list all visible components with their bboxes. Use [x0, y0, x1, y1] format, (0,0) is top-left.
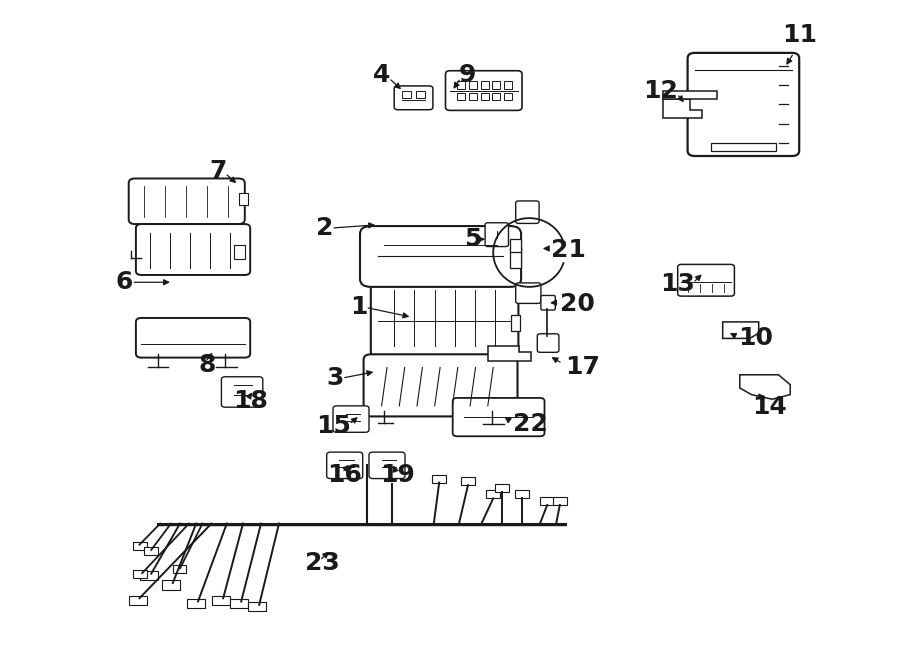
Bar: [481, 93, 489, 100]
Text: 10: 10: [738, 327, 773, 350]
Bar: [504, 81, 512, 89]
Text: 21: 21: [551, 238, 586, 262]
Text: 9: 9: [459, 63, 476, 87]
Bar: [129, 596, 147, 605]
FancyBboxPatch shape: [364, 354, 518, 416]
FancyBboxPatch shape: [371, 279, 518, 357]
Bar: [495, 484, 509, 492]
Text: 16: 16: [328, 463, 362, 486]
FancyBboxPatch shape: [333, 406, 369, 432]
Bar: [133, 570, 147, 578]
FancyBboxPatch shape: [537, 334, 559, 352]
Bar: [432, 475, 446, 483]
Polygon shape: [663, 91, 717, 99]
FancyBboxPatch shape: [129, 178, 245, 224]
Bar: [492, 81, 500, 89]
Bar: [492, 93, 500, 100]
FancyBboxPatch shape: [516, 201, 539, 223]
Bar: [511, 315, 520, 331]
Text: 6: 6: [116, 270, 133, 294]
Polygon shape: [723, 322, 759, 338]
Text: 14: 14: [752, 395, 787, 418]
Text: 18: 18: [233, 389, 267, 413]
Text: 3: 3: [327, 366, 344, 390]
Bar: [481, 81, 489, 89]
Text: 2: 2: [316, 216, 333, 240]
Bar: [457, 81, 465, 89]
Text: 23: 23: [305, 551, 339, 575]
Bar: [711, 143, 776, 151]
Bar: [461, 477, 475, 485]
Text: 15: 15: [316, 414, 351, 438]
Bar: [486, 490, 500, 498]
Text: 12: 12: [643, 79, 678, 103]
FancyBboxPatch shape: [485, 223, 508, 247]
Bar: [230, 599, 248, 608]
Bar: [540, 497, 554, 505]
Bar: [457, 93, 465, 100]
Bar: [469, 81, 477, 89]
Bar: [162, 580, 180, 590]
FancyBboxPatch shape: [136, 224, 250, 275]
Text: 7: 7: [209, 159, 227, 182]
Bar: [238, 193, 248, 205]
Polygon shape: [488, 346, 531, 361]
FancyBboxPatch shape: [446, 71, 522, 110]
Bar: [510, 248, 521, 268]
Text: 8: 8: [198, 353, 216, 377]
Bar: [248, 602, 266, 611]
Bar: [212, 596, 230, 605]
Text: 13: 13: [660, 272, 695, 296]
Text: 22: 22: [513, 412, 548, 436]
Bar: [173, 565, 186, 573]
Bar: [402, 91, 411, 98]
FancyBboxPatch shape: [221, 377, 263, 407]
Bar: [187, 599, 205, 608]
Bar: [515, 490, 529, 498]
FancyBboxPatch shape: [327, 452, 363, 479]
Bar: [504, 93, 512, 100]
Text: 5: 5: [464, 227, 482, 251]
Polygon shape: [740, 375, 790, 399]
Bar: [469, 93, 477, 100]
FancyBboxPatch shape: [360, 226, 521, 287]
Bar: [416, 91, 425, 98]
FancyBboxPatch shape: [453, 398, 544, 436]
Text: 4: 4: [374, 63, 391, 87]
FancyBboxPatch shape: [136, 318, 250, 358]
FancyBboxPatch shape: [688, 53, 799, 156]
FancyBboxPatch shape: [516, 283, 541, 303]
FancyBboxPatch shape: [394, 86, 433, 110]
Text: 1: 1: [350, 295, 367, 319]
Text: 17: 17: [565, 355, 600, 379]
Polygon shape: [663, 99, 702, 118]
FancyBboxPatch shape: [369, 452, 405, 479]
Bar: [234, 245, 245, 259]
FancyBboxPatch shape: [541, 295, 555, 310]
Bar: [510, 239, 521, 252]
Text: 19: 19: [381, 463, 415, 486]
Bar: [133, 542, 147, 550]
FancyBboxPatch shape: [678, 264, 734, 296]
Bar: [553, 497, 567, 505]
Text: 11: 11: [782, 23, 816, 47]
Text: 20: 20: [560, 292, 595, 316]
Bar: [144, 547, 158, 555]
Bar: [140, 571, 158, 580]
